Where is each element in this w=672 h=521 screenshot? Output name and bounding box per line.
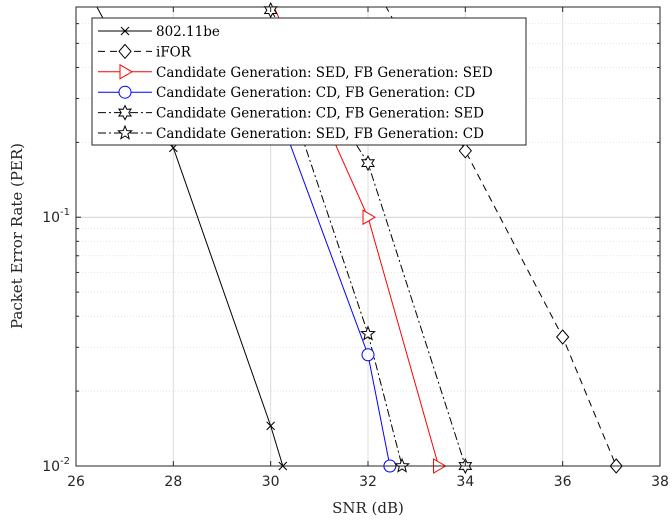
x-tick-labels: 26 28 30 32 34 36 38 [67, 474, 669, 490]
y-tick-label: 10-1 [42, 207, 70, 226]
x-tick-label: 34 [456, 474, 474, 490]
y-tick-labels: 10-1 10-2 [42, 207, 70, 475]
x-tick-label: 36 [554, 474, 572, 490]
y-axis-label: Packet Error Rate (PER) [8, 143, 26, 329]
x-tick-label: 32 [359, 474, 377, 490]
legend-label: 802.11be [156, 24, 220, 40]
x-tick-label: 30 [262, 474, 280, 490]
x-axis-label: SNR (dB) [332, 499, 404, 517]
x-tick-label: 28 [164, 474, 182, 490]
x-tick-label: 38 [651, 474, 669, 490]
legend: 802.11be iFOR Candidate Generation: SED, F… [92, 18, 526, 145]
legend-label: iFOR [156, 44, 192, 60]
y-tick-label: 10-2 [42, 456, 70, 475]
legend-marker [119, 86, 131, 98]
legend-label: Candidate Generation: SED, FB Generation… [156, 65, 493, 81]
legend-label: Candidate Generation: SED, FB Generation… [156, 126, 484, 142]
legend-label: Candidate Generation: CD, FB Generation:… [156, 85, 475, 101]
data-point [362, 349, 374, 361]
legend-label: Candidate Generation: CD, FB Generation:… [156, 106, 484, 122]
x-tick-label: 26 [67, 474, 85, 490]
